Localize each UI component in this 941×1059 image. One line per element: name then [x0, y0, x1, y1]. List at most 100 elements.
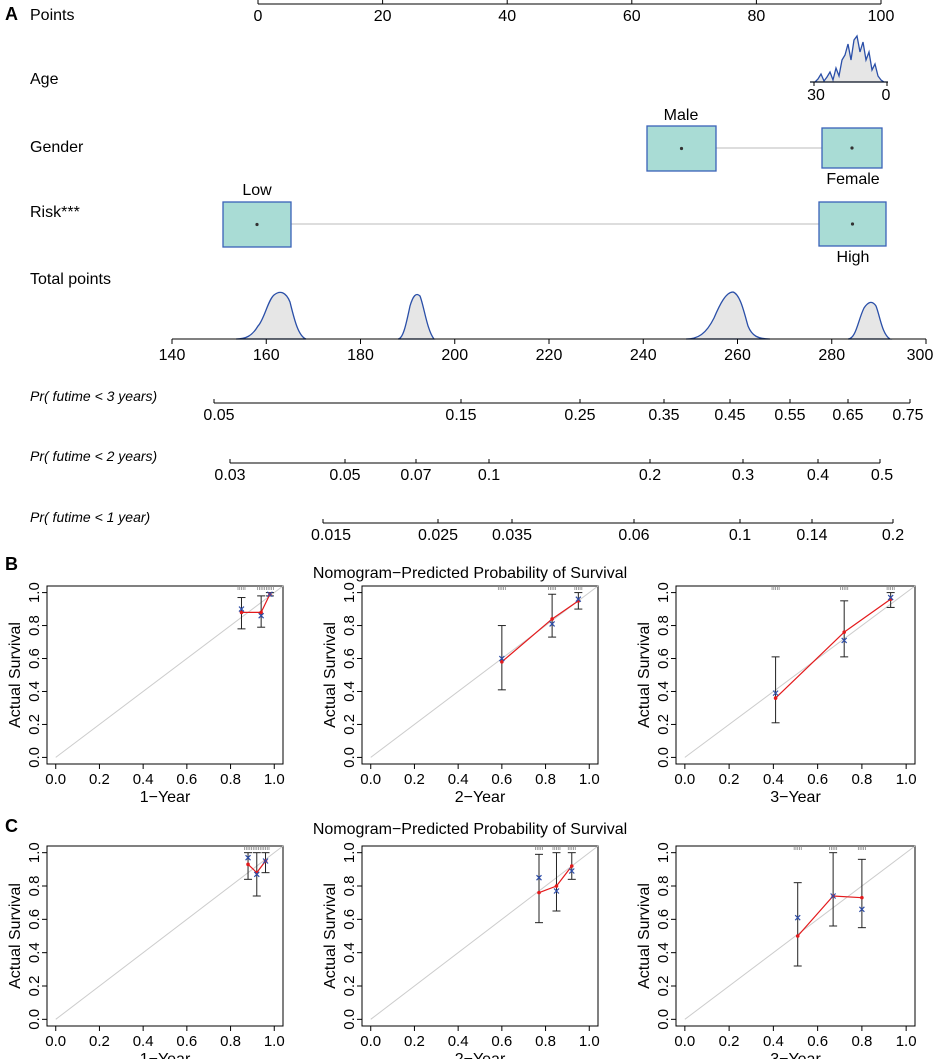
y-tick-label: 0.4: [655, 942, 672, 963]
x-tick-label: 0.4: [448, 771, 469, 788]
corrected-point: [887, 594, 894, 601]
points-tick-label: 60: [623, 8, 641, 25]
y-tick-label: 0.4: [26, 942, 43, 963]
x-tick-label: 0.0: [674, 771, 695, 788]
y-tick-label: 1.0: [341, 842, 358, 863]
pr1-tick-label: 0.035: [492, 527, 532, 544]
corrected-point: [549, 620, 556, 627]
x-tick-label: 0.0: [45, 1033, 66, 1050]
y-axis-title: Actual Survival: [7, 622, 24, 728]
y-tick-label: 0.2: [341, 976, 358, 997]
y-tick-label: 0.6: [655, 909, 672, 930]
row-label-gender: Gender: [30, 139, 84, 156]
y-tick-label: 0.8: [341, 876, 358, 897]
ideal-line: [370, 845, 599, 1020]
pr3-axis: 0.05 0.15 0.25 0.35 0.45 0.55 0.65 0.75: [203, 399, 924, 424]
y-tick-label: 0.2: [655, 714, 672, 735]
pr2-tick-label: 0.1: [478, 467, 500, 484]
y-tick-label: 1.0: [341, 582, 358, 603]
x-tick-label: 0.8: [535, 771, 556, 788]
y-tick-label: 1.0: [655, 842, 672, 863]
corrected-point: [568, 868, 575, 874]
y-tick-label: 0.2: [655, 976, 672, 997]
x-tick-label: 0.8: [535, 1033, 556, 1050]
pr3-tick-label: 0.45: [714, 407, 745, 424]
x-tick-label: 0.2: [719, 771, 740, 788]
y-tick-label: 0.8: [26, 876, 43, 897]
pr3-tick-label: 0.25: [564, 407, 595, 424]
x-tick-label: 0.4: [763, 771, 784, 788]
age-variable: 30 0: [807, 34, 891, 104]
total-points-tick-label: 160: [253, 347, 280, 364]
observed-point: [773, 696, 778, 700]
gender-variable: Male Female: [646, 107, 883, 188]
x-tick-label: 0.2: [404, 1033, 425, 1050]
x-axis-title: 3−Year: [770, 1051, 821, 1059]
pr2-axis: 0.03 0.05 0.07 0.1 0.2 0.3 0.4 0.5: [214, 459, 893, 484]
total-points-tick-label: 200: [441, 347, 468, 364]
corrected-point: [553, 888, 560, 894]
y-tick-label: 0.6: [341, 648, 358, 669]
observed-point: [550, 617, 554, 621]
corrected-point: [245, 854, 251, 861]
points-tick-label: 40: [498, 8, 516, 25]
x-tick-label: 0.0: [360, 771, 381, 788]
x-tick-label: 0.8: [851, 1033, 872, 1050]
y-tick-label: 0.4: [341, 681, 358, 702]
calibration-line: [241, 593, 271, 613]
calibration-plot-5: 0.0 0.2 0.4 0.6 0.8 1.0 0.0 0.2 0.4 0.6 0.8 1.0 2−Ye…: [322, 842, 600, 1059]
observed-point: [795, 934, 800, 938]
calibration-plot-6: 0.0 0.2 0.4 0.6 0.8 1.0 0.0 0.2 0.4 0.6 0.8 1.0 3−Ye…: [636, 842, 917, 1059]
y-tick-label: 0.6: [26, 648, 43, 669]
nomogram: A Points Age Gender Risk*** Total points…: [5, 0, 933, 544]
pr2-tick-label: 0.07: [400, 467, 431, 484]
observed-point: [860, 895, 864, 900]
calibration-plot-1: 0.0 0.2 0.4 0.6 0.8 1.0 0.0 0.2 0.4 0.6 0.8 1.0 1−Ye…: [7, 582, 285, 806]
gender-male-point: [679, 146, 684, 151]
risk-high-label: High: [837, 249, 870, 266]
points-tick-label: 20: [374, 8, 392, 25]
x-tick-label: 1.0: [264, 1033, 285, 1050]
y-tick-label: 0.4: [655, 681, 672, 702]
x-tick-label: 0.6: [176, 1033, 197, 1050]
x-tick-label: 0.0: [674, 1033, 695, 1050]
pr3-tick-label: 0.65: [832, 407, 863, 424]
observed-point: [259, 610, 263, 615]
pr1-axis: 0.015 0.025 0.035 0.06 0.1 0.14 0.2: [311, 519, 904, 544]
x-axis-title: 1−Year: [140, 789, 191, 806]
x-tick-label: 1.0: [896, 1033, 917, 1050]
total-points-density: [847, 301, 893, 340]
y-tick-label: 0.2: [26, 976, 43, 997]
y-tick-label: 0.0: [655, 747, 672, 768]
risk-variable: Low High: [222, 182, 887, 266]
observed-point: [842, 630, 846, 634]
corrected-point: [253, 871, 260, 878]
total-points-ticks: [171, 339, 927, 344]
x-tick-label: 0.6: [176, 771, 197, 788]
x-tick-label: 0.4: [763, 1033, 784, 1050]
pr3-tick-label: 0.75: [892, 407, 923, 424]
plot-frame: [675, 585, 916, 765]
points-axis: 0 20 40 60 80 100: [254, 0, 894, 25]
corrected-point: [830, 893, 837, 899]
pr1-tick-label: 0.06: [618, 527, 649, 544]
row-label-pr3: Pr( futime < 3 years): [30, 388, 157, 404]
y-tick-label: 0.8: [655, 876, 672, 897]
pr2-tick-label: 0.5: [871, 467, 893, 484]
total-points-density: [235, 291, 307, 340]
gender-male-label: Male: [664, 107, 699, 124]
x-tick-label: 0.6: [807, 1033, 828, 1050]
total-points-density: [685, 291, 771, 340]
calibration-title-b: Nomogram−Predicted Probability of Surviv…: [313, 565, 627, 582]
y-tick-label: 0.0: [655, 1009, 672, 1030]
y-tick-label: 0.4: [341, 942, 358, 963]
observed-point: [537, 890, 541, 895]
corrected-point: [841, 637, 848, 644]
total-points-tick-label: 280: [818, 347, 845, 364]
y-axis-title: Actual Survival: [322, 622, 339, 728]
y-tick-label: 0.2: [341, 714, 358, 735]
y-tick-label: 0.2: [26, 714, 43, 735]
corrected-point: [536, 874, 542, 881]
total-points-tick-label: 220: [536, 347, 563, 364]
y-tick-label: 0.0: [26, 747, 43, 768]
